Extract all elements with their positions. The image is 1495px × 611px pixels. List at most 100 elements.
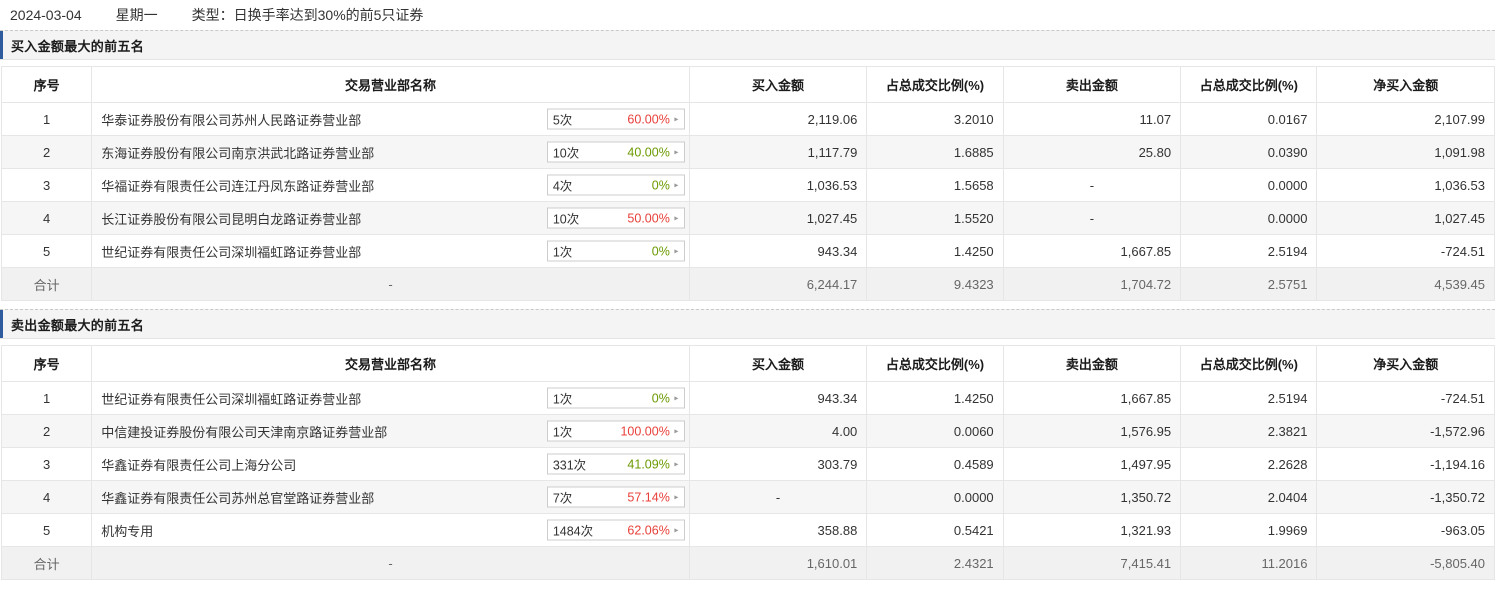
cell-buy_amount: 2,119.06 <box>688 102 868 136</box>
top-traders-table: 序号 交易营业部名称 买入金额 占总成交比例(%) 卖出金额 占总成交比例(%) 净买入金额… <box>0 66 1495 301</box>
appearance-stats-badge[interactable]: 1次 100.00% ▸ <box>546 420 685 442</box>
chevron-right-icon[interactable]: ▸ <box>674 180 679 189</box>
table-row[interactable]: 4 华鑫证券有限责任公司苏州总官堂路证券营业部 7次 57.14% ▸ -0.0000 1,… <box>0 480 1495 514</box>
meta-weekday: 星期一 <box>115 7 158 23</box>
sections-root: 买入金额最大的前五名 序号 交易营业部名称 买入金额 占总成交比例(%) 卖出金额 占总成交… <box>0 30 1495 580</box>
column-header-buy-pct[interactable]: 占总成交比例(%) <box>866 345 1004 382</box>
table-row[interactable]: 3 华鑫证券有限责任公司上海分公司 331次 41.09% ▸ 303.79 0.4589 1… <box>0 447 1495 481</box>
appearance-count: 7次 <box>552 491 573 506</box>
column-header-name[interactable]: 交易营业部名称 <box>91 66 690 103</box>
table-row[interactable]: 2 中信建投证券股份有限公司天津南京路证券营业部 1次 100.00% ▸ 4.00 0.0… <box>0 414 1495 448</box>
cell-branch-name[interactable]: 世纪证券有限责任公司深圳福虹路证券营业部 1次 0% ▸ <box>91 234 690 268</box>
cell-sell_amount: - <box>1002 201 1182 235</box>
appearance-stats-badge[interactable]: 4次 0% ▸ <box>546 174 685 196</box>
chevron-right-icon[interactable]: ▸ <box>674 213 679 222</box>
chevron-right-icon[interactable]: ▸ <box>674 246 679 255</box>
cell-buy_amount: - <box>688 480 868 514</box>
chevron-right-icon[interactable]: ▸ <box>674 147 679 156</box>
appearance-stats-badge[interactable]: 7次 57.14% ▸ <box>546 486 685 508</box>
cell-branch-name[interactable]: 华鑫证券有限责任公司苏州总官堂路证券营业部 7次 57.14% ▸ <box>91 480 690 514</box>
chevron-right-icon[interactable]: ▸ <box>674 525 679 534</box>
table-row[interactable]: 1 华泰证券股份有限公司苏州人民路证券营业部 5次 60.00% ▸ 2,119.06 3.… <box>0 102 1495 136</box>
column-header-sell-amount[interactable]: 卖出金额 <box>1002 345 1182 382</box>
column-header-index[interactable]: 序号 <box>0 345 93 382</box>
chevron-right-icon[interactable]: ▸ <box>674 492 679 501</box>
appearance-stats-badge[interactable]: 10次 50.00% ▸ <box>546 207 685 229</box>
column-header-buy-amount[interactable]: 买入金额 <box>688 345 868 382</box>
total-name-placeholder: - <box>91 267 690 301</box>
section-title: 买入金额最大的前五名 <box>11 38 145 54</box>
cell-branch-name[interactable]: 华泰证券股份有限公司苏州人民路证券营业部 5次 60.00% ▸ <box>91 102 690 136</box>
cell-net_amount: -1,350.72 <box>1316 480 1495 514</box>
cell-index: 1 <box>0 381 93 415</box>
chevron-right-icon[interactable]: ▸ <box>674 393 679 402</box>
appearance-count: 331次 <box>552 458 587 473</box>
meta-bar: 2024-03-04 星期一 类型：日换手率达到30%的前5只证券 <box>0 0 1495 30</box>
table-row[interactable]: 2 东海证券股份有限公司南京洪武北路证券营业部 10次 40.00% ▸ 1,117.79… <box>0 135 1495 169</box>
appearance-stats-badge[interactable]: 10次 40.00% ▸ <box>546 141 685 163</box>
section-header-2: 卖出金额最大的前五名 <box>0 309 1495 339</box>
table-row[interactable]: 4 长江证券股份有限公司昆明白龙路证券营业部 10次 50.00% ▸ 1,027.45 1… <box>0 201 1495 235</box>
branch-name-text: 华泰证券股份有限公司苏州人民路证券营业部 <box>101 112 362 128</box>
cell-branch-name[interactable]: 东海证券股份有限公司南京洪武北路证券营业部 10次 40.00% ▸ <box>91 135 690 169</box>
table-row[interactable]: 5 机构专用 1484次 62.06% ▸ 358.88 0.5421 1,321.93 1.9… <box>0 513 1495 547</box>
column-header-net-amount[interactable]: 净买入金额 <box>1316 345 1495 382</box>
cell-sell_pct: 2.2628 <box>1180 447 1318 481</box>
branch-name-text: 世纪证券有限责任公司深圳福虹路证券营业部 <box>101 244 362 260</box>
total-sell_pct: 2.5751 <box>1180 267 1318 301</box>
cell-branch-name[interactable]: 华福证券有限责任公司连江丹凤东路证券营业部 4次 0% ▸ <box>91 168 690 202</box>
table-row[interactable]: 1 世纪证券有限责任公司深圳福虹路证券营业部 1次 0% ▸ 943.34 1.4250 1,… <box>0 381 1495 415</box>
column-header-sell-pct[interactable]: 占总成交比例(%) <box>1180 345 1318 382</box>
column-header-net-amount[interactable]: 净买入金额 <box>1316 66 1495 103</box>
cell-sell_pct: 2.5194 <box>1180 381 1318 415</box>
column-header-buy-amount[interactable]: 买入金额 <box>688 66 868 103</box>
section-spacer <box>0 301 1495 309</box>
win-rate-percent: 50.00% <box>627 211 670 225</box>
win-rate-percent: 0% <box>651 391 670 405</box>
total-label: 合计 <box>0 267 93 301</box>
column-header-name[interactable]: 交易营业部名称 <box>91 345 690 382</box>
chevron-right-icon[interactable]: ▸ <box>674 426 679 435</box>
cell-net_amount: -963.05 <box>1316 513 1495 547</box>
column-header-sell-pct[interactable]: 占总成交比例(%) <box>1180 66 1318 103</box>
column-header-sell-amount[interactable]: 卖出金额 <box>1002 66 1182 103</box>
cell-net_amount: -1,572.96 <box>1316 414 1495 448</box>
cell-buy_pct: 1.6885 <box>866 135 1004 169</box>
table-row[interactable]: 5 世纪证券有限责任公司深圳福虹路证券营业部 1次 0% ▸ 943.34 1.4250 1,… <box>0 234 1495 268</box>
cell-branch-name[interactable]: 中信建投证券股份有限公司天津南京路证券营业部 1次 100.00% ▸ <box>91 414 690 448</box>
cell-branch-name[interactable]: 机构专用 1484次 62.06% ▸ <box>91 513 690 547</box>
cell-buy_amount: 1,036.53 <box>688 168 868 202</box>
cell-buy_pct: 1.5658 <box>866 168 1004 202</box>
cell-index: 5 <box>0 234 93 268</box>
appearance-count: 10次 <box>552 212 580 227</box>
table-wrapper: 序号 交易营业部名称 买入金额 占总成交比例(%) 卖出金额 占总成交比例(%) 净买入金额… <box>0 60 1495 301</box>
win-rate-percent: 40.00% <box>627 145 670 159</box>
table-total-row: 合计 -6,244.17 9.4323 1,704.72 2.5751 4,539.45 <box>0 267 1495 301</box>
chevron-right-icon[interactable]: ▸ <box>674 114 679 123</box>
cell-buy_pct: 1.4250 <box>866 234 1004 268</box>
cell-sell_pct: 2.0404 <box>1180 480 1318 514</box>
table-row[interactable]: 3 华福证券有限责任公司连江丹凤东路证券营业部 4次 0% ▸ 1,036.53 1.565… <box>0 168 1495 202</box>
appearance-stats-badge[interactable]: 1次 0% ▸ <box>546 387 685 409</box>
total-sell_pct: 11.2016 <box>1180 546 1318 580</box>
cell-net_amount: 1,036.53 <box>1316 168 1495 202</box>
appearance-stats-badge[interactable]: 5次 60.00% ▸ <box>546 108 685 130</box>
cell-index: 4 <box>0 201 93 235</box>
cell-buy_pct: 0.0060 <box>866 414 1004 448</box>
cell-branch-name[interactable]: 世纪证券有限责任公司深圳福虹路证券营业部 1次 0% ▸ <box>91 381 690 415</box>
cell-sell_amount: 1,497.95 <box>1002 447 1182 481</box>
cell-branch-name[interactable]: 长江证券股份有限公司昆明白龙路证券营业部 10次 50.00% ▸ <box>91 201 690 235</box>
total-buy_amount: 6,244.17 <box>688 267 868 301</box>
cell-sell_pct: 0.0167 <box>1180 102 1318 136</box>
appearance-stats-badge[interactable]: 331次 41.09% ▸ <box>546 453 685 475</box>
column-header-buy-pct[interactable]: 占总成交比例(%) <box>866 66 1004 103</box>
appearance-stats-badge[interactable]: 1次 0% ▸ <box>546 240 685 262</box>
cell-branch-name[interactable]: 华鑫证券有限责任公司上海分公司 331次 41.09% ▸ <box>91 447 690 481</box>
column-header-index[interactable]: 序号 <box>0 66 93 103</box>
cell-sell_amount: 1,667.85 <box>1002 234 1182 268</box>
cell-net_amount: -724.51 <box>1316 234 1495 268</box>
appearance-count: 1次 <box>552 245 573 260</box>
chevron-right-icon[interactable]: ▸ <box>674 459 679 468</box>
appearance-stats-badge[interactable]: 1484次 62.06% ▸ <box>546 519 685 541</box>
total-net_amount: 4,539.45 <box>1316 267 1495 301</box>
